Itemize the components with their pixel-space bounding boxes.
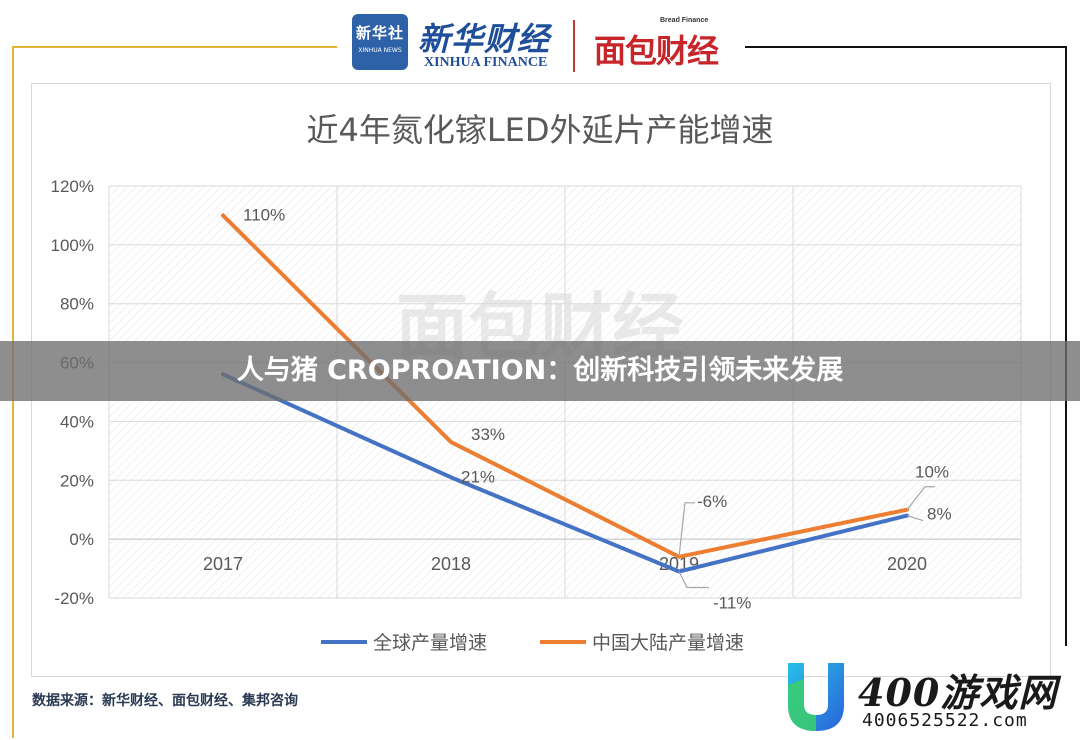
watermark-site-url: 4006525522.com: [862, 710, 1028, 731]
y-tick-label: 120%: [51, 177, 94, 196]
brand-divider: [573, 20, 575, 72]
series-line-china: [221, 213, 909, 559]
xinhua-finance-logo-en: XINHUA FINANCE: [424, 55, 548, 70]
series-layer: [221, 213, 909, 574]
banner-title: 人与猪 CROPROATION：创新科技引领未来发展: [236, 355, 844, 386]
label-leader-line: [678, 571, 709, 589]
xinhua-finance-logo-cn: 新华财经: [418, 20, 551, 58]
y-tick-label: -20%: [54, 589, 94, 608]
watermark-site-name: 400游戏网: [858, 670, 1058, 715]
data-label-global: 8%: [927, 505, 952, 524]
data-label-china: -6%: [697, 492, 727, 511]
axis-layer: -20%0%20%40%60%80%100%120%20172018201920…: [51, 177, 928, 608]
data-label-layer: 21% -11% 8% 110% 33% -6% 10%: [243, 205, 952, 612]
legend-label: 全球产量增速: [373, 632, 487, 654]
data-label-china: 33%: [471, 425, 505, 444]
xinhua-badge-en: XINHUA NEWS: [358, 47, 402, 54]
xinhua-news-logo: 新华社 XINHUA NEWS: [352, 14, 408, 70]
y-tick-label: 20%: [60, 471, 94, 490]
xinhua-badge-cn: 新华社: [355, 24, 404, 42]
y-tick-label: 0%: [69, 530, 94, 549]
data-label-china: 10%: [915, 463, 949, 482]
overlay-banner: [0, 341, 1080, 401]
label-leader-line: [906, 515, 924, 522]
x-tick-label: 2018: [431, 554, 471, 574]
label-leader-line: [678, 502, 695, 557]
data-source-note: 数据来源：新华财经、面包财经、集邦咨询: [32, 693, 298, 709]
data-point-global: [449, 475, 453, 479]
y-tick-label: 40%: [60, 412, 94, 431]
bread-finance-logo: 面包财经: [594, 32, 719, 70]
legend: 全球产量增速 中国大陆产量增速: [321, 632, 744, 654]
y-tick-label: 80%: [60, 295, 94, 314]
bread-finance-small-label: Bread Finance: [660, 17, 709, 24]
frame-line-black: [745, 46, 1067, 48]
data-label-global: 21%: [461, 467, 495, 486]
series-line-global: [221, 372, 909, 574]
frame-line-gold: [12, 46, 337, 48]
data-label-global: -11%: [713, 594, 751, 613]
label-leader-line: [906, 486, 935, 511]
data-point-china: [221, 213, 225, 217]
y-tick-label: 100%: [51, 236, 94, 255]
legend-label: 中国大陆产量增速: [592, 632, 744, 654]
u-logo-icon: [788, 663, 844, 731]
chart-title: 近4年氮化镓LED外延片产能增速: [306, 111, 773, 149]
data-label-china: 110%: [243, 205, 285, 224]
x-tick-label: 2017: [203, 554, 243, 574]
data-point-china: [449, 440, 453, 444]
x-tick-label: 2020: [887, 554, 927, 574]
